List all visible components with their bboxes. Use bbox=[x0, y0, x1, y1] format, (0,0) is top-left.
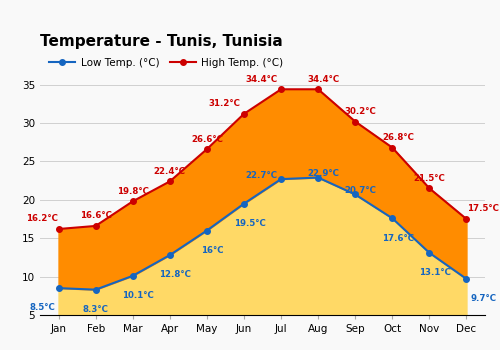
Text: 22.7°C: 22.7°C bbox=[246, 171, 278, 180]
Text: 16.2°C: 16.2°C bbox=[26, 215, 58, 223]
Text: 34.4°C: 34.4°C bbox=[246, 75, 278, 84]
Text: 8.5°C: 8.5°C bbox=[29, 303, 55, 313]
Text: 21.5°C: 21.5°C bbox=[414, 174, 445, 183]
Text: 17.5°C: 17.5°C bbox=[467, 204, 499, 214]
Text: 22.9°C: 22.9°C bbox=[308, 169, 340, 178]
Text: 13.1°C: 13.1°C bbox=[419, 268, 451, 277]
Text: 26.6°C: 26.6°C bbox=[191, 135, 223, 144]
Text: 10.1°C: 10.1°C bbox=[122, 291, 154, 300]
Text: 12.8°C: 12.8°C bbox=[160, 271, 192, 279]
Text: 17.6°C: 17.6°C bbox=[382, 233, 414, 243]
Text: 20.7°C: 20.7°C bbox=[345, 186, 376, 195]
Text: 31.2°C: 31.2°C bbox=[208, 99, 240, 108]
Text: 26.8°C: 26.8°C bbox=[382, 133, 414, 142]
Text: 16°C: 16°C bbox=[201, 246, 224, 255]
Text: 9.7°C: 9.7°C bbox=[470, 294, 496, 303]
Text: 22.4°C: 22.4°C bbox=[154, 167, 186, 176]
Text: 19.8°C: 19.8°C bbox=[117, 187, 148, 196]
Text: 19.5°C: 19.5°C bbox=[234, 219, 266, 228]
Text: 8.3°C: 8.3°C bbox=[82, 305, 108, 314]
Text: 16.6°C: 16.6°C bbox=[80, 211, 112, 220]
Legend: Low Temp. (°C), High Temp. (°C): Low Temp. (°C), High Temp. (°C) bbox=[45, 54, 287, 72]
Text: 30.2°C: 30.2°C bbox=[345, 107, 376, 116]
Text: 34.4°C: 34.4°C bbox=[308, 75, 340, 84]
Text: Temperature - Tunis, Tunisia: Temperature - Tunis, Tunisia bbox=[40, 34, 283, 49]
